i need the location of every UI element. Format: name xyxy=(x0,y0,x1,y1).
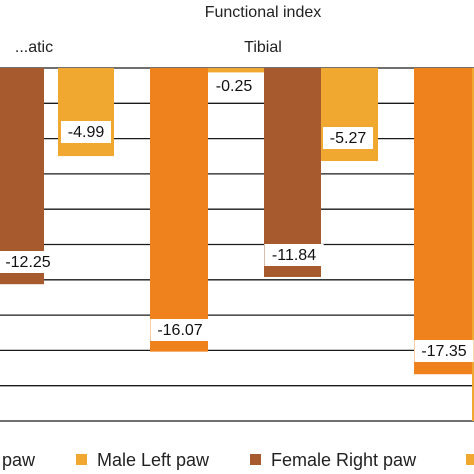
legend-swatch xyxy=(250,454,261,465)
data-label-bg xyxy=(0,251,58,273)
legend-swatch xyxy=(466,454,474,465)
chart-title: Functional index xyxy=(205,4,322,21)
data-label: -12.25 xyxy=(5,254,50,271)
legend-label: Male Left paw xyxy=(97,450,210,470)
data-labels: -12.25 -4.99 -16.07 -0.25 -11.84 -5.27 -17.35 xyxy=(0,75,474,362)
group-label-tibial: Tibial xyxy=(244,39,282,56)
legend-label: paw xyxy=(2,450,36,470)
data-label: -4.99 xyxy=(68,124,105,141)
data-label-bg xyxy=(323,127,373,149)
data-label-bg xyxy=(414,340,474,362)
bar xyxy=(208,68,264,73)
data-label-bg xyxy=(150,319,210,341)
data-label-bg xyxy=(264,244,324,266)
data-label: -17.35 xyxy=(421,343,466,360)
bar xyxy=(0,68,44,285)
data-label: -16.07 xyxy=(157,322,202,339)
legend-label: Female Right paw xyxy=(271,450,417,470)
bar xyxy=(264,68,321,277)
bar xyxy=(414,68,472,375)
legend-swatch xyxy=(76,454,87,465)
bar xyxy=(472,68,474,421)
data-label: -0.25 xyxy=(216,78,253,95)
bars xyxy=(0,68,474,421)
data-label-bg xyxy=(61,121,111,143)
data-label: -5.27 xyxy=(330,130,367,147)
data-label: -11.84 xyxy=(272,247,316,264)
legend: paw Male Left paw Female Right paw xyxy=(2,450,474,470)
group-label-sciatic: ...atic xyxy=(15,39,53,56)
bar xyxy=(150,68,208,352)
data-label-bg xyxy=(209,75,259,97)
